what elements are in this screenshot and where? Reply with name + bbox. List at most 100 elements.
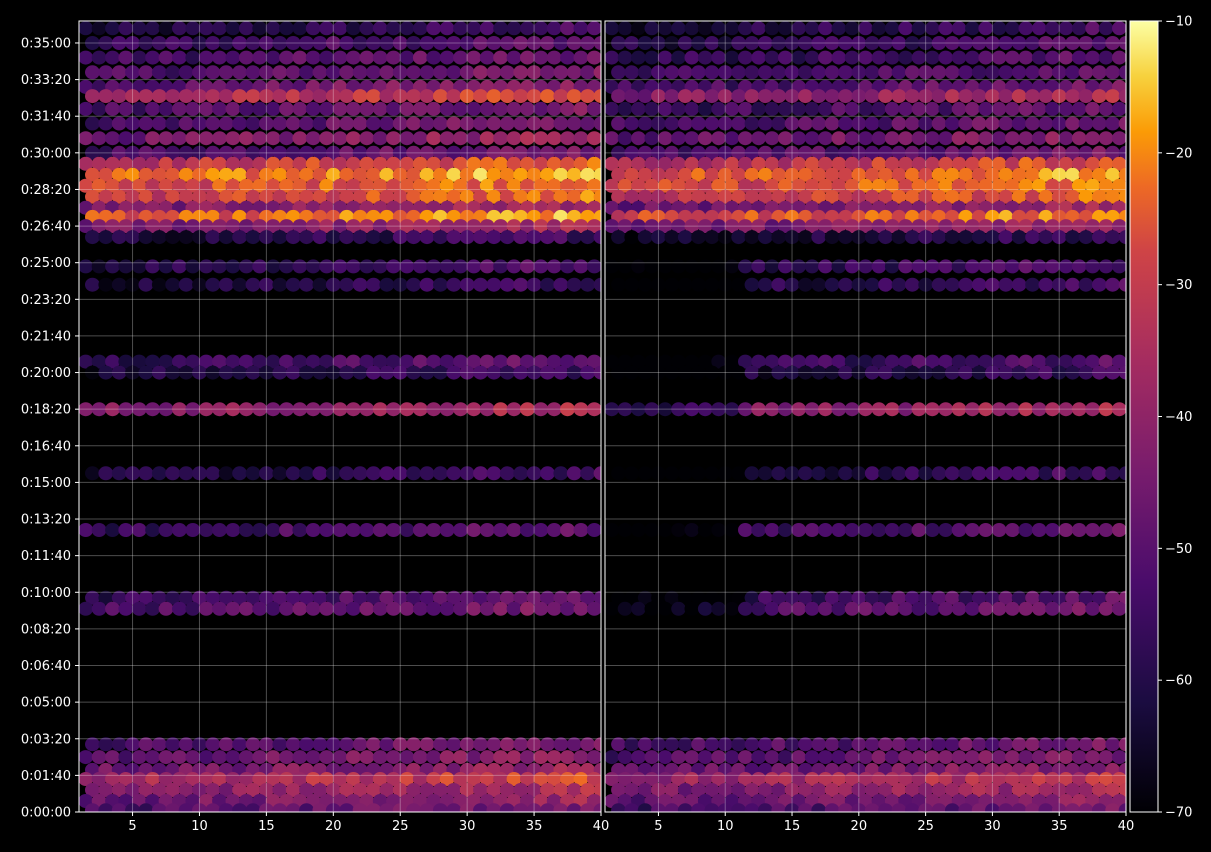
heatmap-cell — [644, 772, 660, 786]
heatmap-cell — [359, 402, 375, 417]
heatmap-cell — [1058, 21, 1074, 36]
heatmap-cell — [951, 156, 967, 171]
heatmap-cell — [951, 131, 967, 146]
heatmap-cell — [731, 65, 746, 80]
heatmap-cell — [1078, 737, 1094, 752]
heatmap-cell — [644, 601, 660, 616]
heatmap-cell — [232, 167, 248, 182]
heatmap-cell — [212, 523, 227, 537]
heatmap-cell — [372, 219, 388, 234]
heatmap-cell — [131, 402, 147, 417]
heatmap-cell — [178, 36, 194, 50]
heatmap-cell — [1105, 466, 1120, 481]
heatmap-cell — [332, 219, 348, 234]
heatmap-cell — [1085, 131, 1100, 146]
heatmap-cell — [1085, 772, 1100, 786]
heatmap-cell — [426, 50, 442, 65]
heatmap-cell — [305, 523, 321, 537]
heatmap-cell — [1038, 230, 1054, 245]
heatmap-cell — [1085, 354, 1100, 369]
heatmap-cell — [138, 365, 154, 380]
heatmap-cell — [359, 601, 375, 616]
heatmap-cell — [605, 402, 619, 417]
heatmap-cell — [245, 65, 261, 80]
heatmap-cell — [704, 277, 720, 292]
heatmap-cell — [178, 783, 194, 797]
heatmap-cell — [1005, 219, 1020, 234]
heatmap-cell — [433, 466, 448, 481]
heatmap-cell — [751, 156, 766, 171]
heatmap-cell — [198, 523, 214, 537]
heatmap-cell — [546, 601, 562, 616]
heatmap-cell — [684, 101, 700, 116]
heatmap-cell — [684, 259, 700, 274]
heatmap-cell — [272, 116, 288, 131]
heatmap-cell — [838, 189, 853, 204]
heatmap-cell — [131, 219, 147, 234]
heatmap-cell — [513, 590, 529, 605]
heatmap-cell — [165, 230, 181, 245]
heatmap-cell — [439, 354, 455, 369]
x-tick-label: 5 — [654, 819, 662, 834]
heatmap-cell — [697, 601, 713, 616]
heatmap-cell — [479, 523, 495, 537]
heatmap-cell — [637, 230, 653, 245]
heatmap-cell — [158, 523, 174, 537]
heatmap-cell — [79, 523, 94, 537]
heatmap-cell — [945, 277, 960, 292]
heatmap-cell — [446, 189, 462, 204]
heatmap-cell — [898, 50, 913, 65]
heatmap-cell — [366, 466, 381, 481]
heatmap-cell — [998, 145, 1014, 160]
heatmap-cell — [252, 156, 268, 171]
heatmap-cell — [1051, 230, 1067, 245]
heatmap-cell — [884, 156, 900, 171]
heatmap-cell — [831, 50, 847, 65]
heatmap-cell — [1031, 101, 1047, 116]
heatmap-cell — [232, 590, 248, 605]
heatmap-cell — [91, 156, 107, 171]
heatmap-cell — [426, 354, 442, 369]
heatmap-cell — [446, 145, 462, 160]
heatmap-cell — [372, 523, 388, 537]
heatmap-cell — [205, 36, 221, 50]
heatmap-cell — [798, 803, 813, 812]
heatmap-cell — [192, 803, 207, 812]
heatmap-cell — [466, 50, 482, 65]
heatmap-cell — [891, 230, 907, 245]
heatmap-cell — [1092, 783, 1107, 797]
heatmap-cell — [319, 156, 334, 171]
heatmap-cell — [925, 101, 940, 116]
heatmap-cell — [664, 189, 680, 204]
heatmap-cell — [851, 466, 867, 481]
heatmap-cell — [131, 259, 147, 274]
heatmap-cell — [657, 101, 673, 116]
heatmap-cell — [279, 219, 294, 234]
heatmap-cell — [145, 50, 161, 65]
heatmap-cell — [259, 167, 274, 182]
heatmap-cell — [684, 131, 700, 146]
heatmap-cell — [453, 156, 468, 171]
heatmap-cell — [1105, 737, 1120, 752]
heatmap-cell — [671, 131, 686, 146]
heatmap-cell — [851, 116, 867, 131]
heatmap-cell — [637, 145, 653, 160]
heatmap-cell — [1051, 36, 1067, 50]
heatmap-cell — [573, 156, 589, 171]
heatmap-cell — [118, 354, 134, 369]
heatmap-cell — [225, 101, 241, 116]
heatmap-cell — [731, 737, 746, 752]
heatmap-cell — [205, 277, 221, 292]
heatmap-cell — [245, 783, 261, 797]
heatmap-cell — [1112, 21, 1126, 36]
heatmap-cell — [332, 750, 348, 765]
heatmap-cell — [533, 402, 549, 417]
heatmap-cell — [1058, 259, 1074, 274]
heatmap-cell — [878, 189, 893, 204]
heatmap-cell — [386, 259, 401, 274]
heatmap-cell — [1051, 89, 1067, 104]
heatmap-cell — [858, 750, 873, 765]
heatmap-cell — [677, 36, 693, 50]
heatmap-cell — [359, 219, 375, 234]
heatmap-cell — [91, 750, 107, 765]
